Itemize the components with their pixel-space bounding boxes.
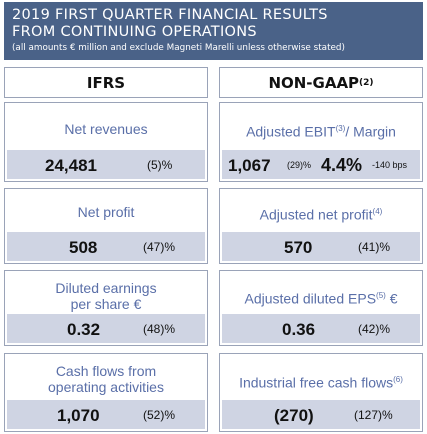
diluted-eps-value: 0.32 — [67, 320, 101, 339]
adjusted-ebit-label-suffix: / Margin — [345, 123, 396, 140]
adjusted-ebit-card: Adjusted EBIT(3)/ Margin 1,067 (29)% 4.4… — [219, 102, 423, 182]
title-banner: 2019 FIRST QUARTER FINANCIAL RESULTS FRO… — [4, 2, 423, 60]
diluted-eps-card: Diluted earnings per share € 0.32 (48)% — [4, 270, 208, 346]
non-gaap-footnote: (2) — [359, 77, 374, 88]
operating-cash-flow-label-line-2: operating activities — [48, 379, 164, 395]
net-revenues-card: Net revenues 24,481 (5)% — [4, 102, 208, 182]
net-revenues-value: 24,481 — [45, 156, 97, 175]
adjusted-eps-label: Adjusted diluted EPS(5) € — [220, 288, 422, 307]
industrial-free-cash-flow-card: Industrial free cash flows(6) (270) (127… — [219, 353, 423, 432]
net-profit-label: Net profit — [77, 204, 135, 220]
industrial-free-cash-flow-value: (270) — [274, 406, 314, 425]
adjusted-eps-change: (42)% — [358, 322, 391, 336]
adjusted-ebit-footnote: (3) — [335, 124, 346, 133]
adjusted-eps-card: Adjusted diluted EPS(5) € 0.36 (42)% — [219, 270, 423, 346]
adjusted-ebit-value-box: 1,067 (29)% 4.4% -140 bps — [222, 150, 420, 179]
title-line-1: 2019 FIRST QUARTER FINANCIAL RESULTS — [12, 7, 328, 23]
net-profit-change: (47)% — [143, 240, 176, 254]
net-profit-value-box: 508 (47)% — [7, 232, 205, 261]
adjusted-ebit-label-text: Adjusted EBIT — [246, 123, 336, 140]
adjusted-net-profit-card: Adjusted net profit(4) 570 (41)% — [219, 188, 423, 264]
adjusted-ebit-change: (29)% — [287, 160, 312, 170]
ebit-margin-change: -140 bps — [372, 160, 408, 170]
industrial-free-cash-flow-change: (127)% — [354, 408, 393, 422]
net-profit-card: Net profit 508 (47)% — [4, 188, 208, 264]
net-revenues-label: Net revenues — [64, 121, 148, 137]
operating-cash-flow-card: Cash flows from operating activities 1,0… — [4, 353, 208, 432]
net-revenues-change: (5)% — [147, 158, 173, 172]
adjusted-ebit-value: 1,067 — [228, 156, 271, 175]
adjusted-ebit-label: Adjusted EBIT(3)/ Margin — [220, 121, 422, 140]
non-gaap-header-label: NON-GAAP — [268, 73, 360, 92]
subtitle: (all amounts € million and exclude Magne… — [12, 43, 345, 53]
adjusted-net-profit-value: 570 — [284, 238, 313, 257]
ifrs-header-label: IFRS — [86, 73, 126, 92]
adjusted-net-profit-footnote: (4) — [372, 207, 383, 216]
diluted-eps-label-line-1: Diluted earnings — [55, 280, 157, 296]
operating-cash-flow-change: (52)% — [143, 408, 176, 422]
diluted-eps-value-box: 0.32 (48)% — [7, 314, 205, 343]
adjusted-eps-value: 0.36 — [282, 320, 316, 339]
adjusted-net-profit-label-text: Adjusted net profit — [259, 206, 373, 223]
non-gaap-column-header: NON-GAAP (2) — [219, 67, 423, 98]
net-revenues-value-box: 24,481 (5)% — [7, 150, 205, 179]
diluted-eps-label-line-2: per share € — [70, 296, 142, 312]
operating-cash-flow-label-line-1: Cash flows from — [55, 363, 157, 379]
diluted-eps-change: (48)% — [143, 322, 176, 336]
adjusted-eps-value-box: 0.36 (42)% — [222, 314, 420, 343]
adjusted-net-profit-change: (41)% — [358, 240, 391, 254]
title-line-2: FROM CONTINUING OPERATIONS — [12, 24, 257, 40]
industrial-free-cash-flow-footnote: (6) — [393, 375, 403, 384]
operating-cash-flow-value-box: 1,070 (52)% — [7, 400, 205, 429]
adjusted-net-profit-value-box: 570 (41)% — [222, 232, 420, 261]
adjusted-eps-footnote: (5) — [376, 291, 386, 300]
industrial-free-cash-flow-value-box: (270) (127)% — [222, 400, 420, 429]
net-profit-value: 508 — [69, 238, 98, 257]
industrial-free-cash-flow-label: Industrial free cash flows(6) — [220, 372, 422, 391]
industrial-free-cash-flow-label-text: Industrial free cash flows — [239, 374, 394, 391]
adjusted-eps-label-text: Adjusted diluted EPS — [244, 290, 377, 307]
diluted-eps-label: Diluted earnings per share € — [5, 280, 207, 312]
operating-cash-flow-value: 1,070 — [57, 406, 100, 425]
adjusted-eps-label-suffix: € — [385, 290, 398, 307]
ifrs-column-header: IFRS — [4, 67, 208, 98]
operating-cash-flow-label: Cash flows from operating activities — [5, 363, 207, 395]
ebit-margin-value: 4.4% — [321, 155, 363, 175]
adjusted-net-profit-label: Adjusted net profit(4) — [220, 204, 422, 223]
